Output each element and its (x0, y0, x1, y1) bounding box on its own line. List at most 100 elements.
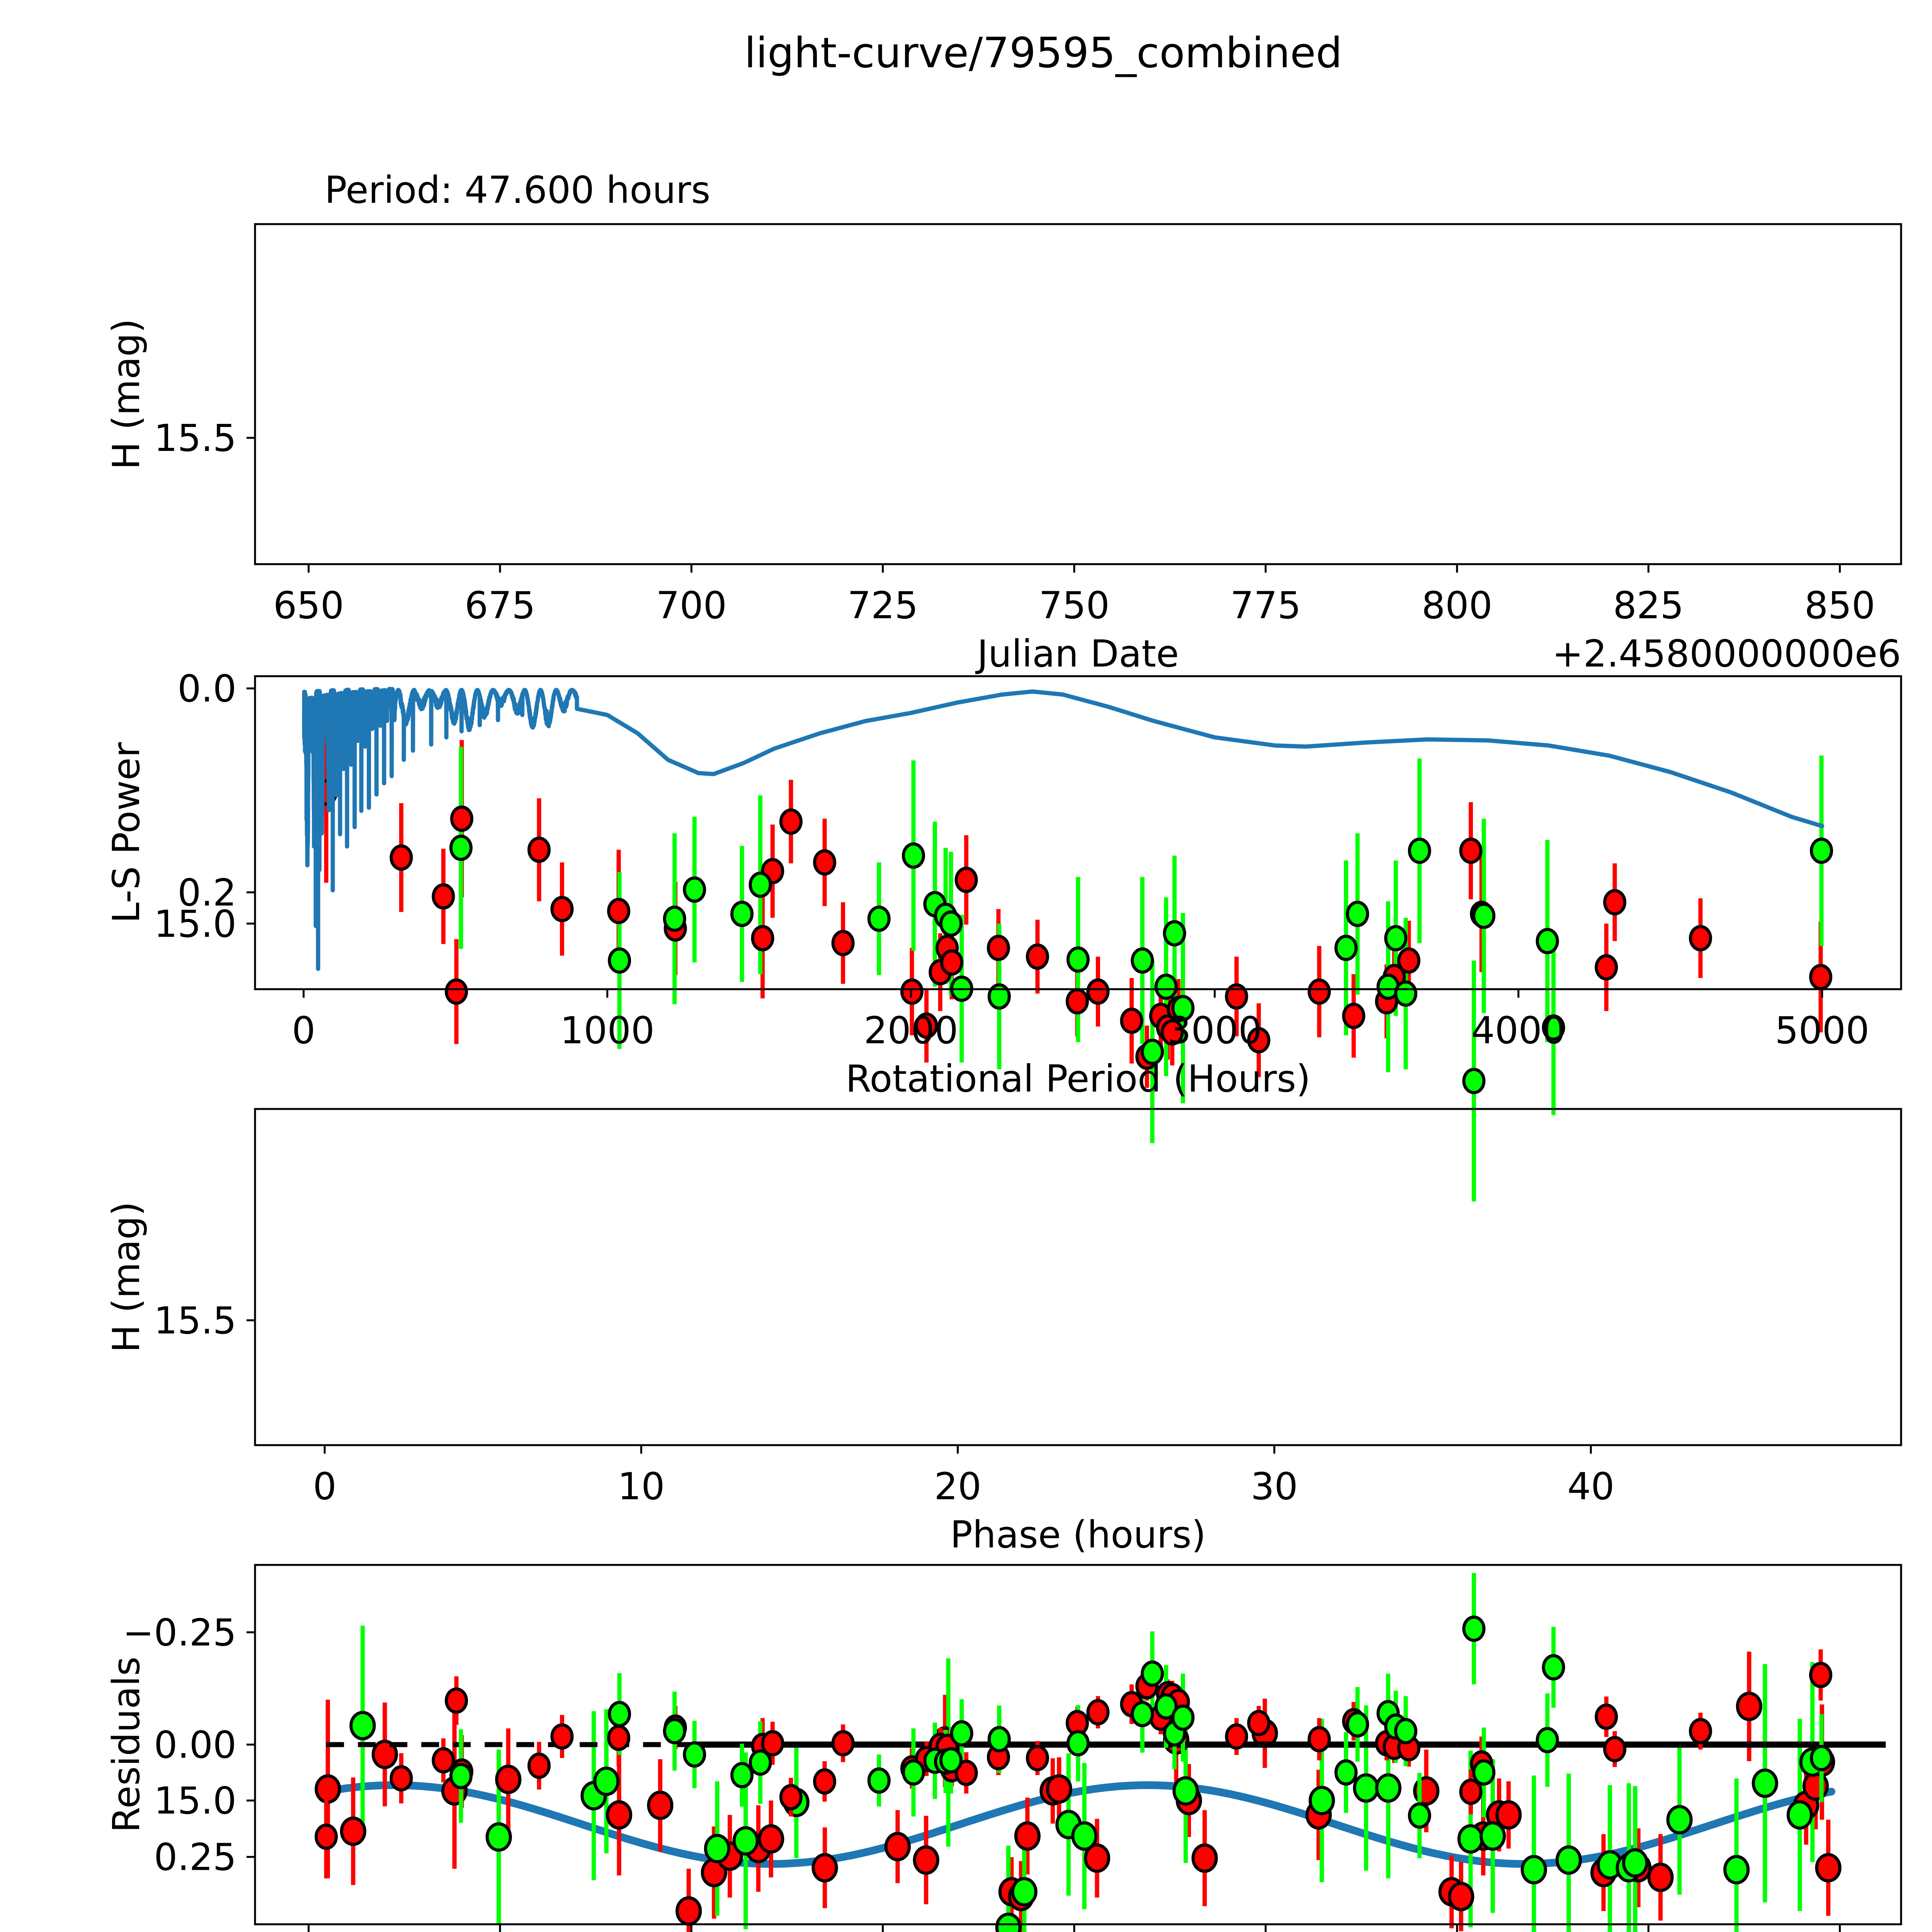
data-point (1536, 1727, 1559, 1753)
y-tick-label: 0.25 (154, 1836, 236, 1879)
data-point (450, 805, 473, 832)
data-point (449, 835, 473, 861)
data-point (902, 1759, 925, 1786)
data-point (1752, 1768, 1778, 1798)
data-point (940, 949, 964, 976)
lightcurve-svg: 650 675 700 725 750 775 800 825 850 15.5 15.0 Julia… (105, 168, 1902, 1202)
periodogram-svg: 0 1000 2000 3000 4000 5000 0.0 0.2 Rotational Pe… (105, 667, 1902, 1100)
data-point (1026, 943, 1049, 970)
data-point (389, 844, 413, 871)
data-point (1459, 1779, 1483, 1805)
data-point (761, 1730, 784, 1757)
data-point (1542, 1014, 1565, 1041)
data-point (495, 1765, 522, 1794)
data-point (1334, 935, 1358, 961)
data-point (1472, 1759, 1496, 1786)
data-point (831, 930, 855, 956)
data-point (1247, 1027, 1270, 1053)
data-point (1141, 1660, 1164, 1687)
x-tick-label: 1000 (560, 1009, 655, 1052)
data-point (995, 1912, 1022, 1932)
y-tick-label: 15.0 (154, 1779, 236, 1823)
x-tick-label: 2000 (864, 1009, 958, 1052)
y-axis-label: Residuals (105, 1656, 148, 1832)
y-axis-label: H (mag) (105, 319, 148, 470)
x-axis-label: Rotational Period (Hours) (845, 1057, 1311, 1100)
data-point (1408, 1802, 1431, 1829)
data-point (1622, 1848, 1648, 1878)
data-point (1723, 1855, 1750, 1884)
panel-periodogram: 0 1000 2000 3000 4000 5000 0.0 0.2 Rotational Pe… (0, 665, 1932, 1113)
data-point (608, 1701, 631, 1727)
period-annotation: Period: 47.600 hours (325, 168, 711, 212)
data-point (831, 1730, 855, 1757)
data-point (1225, 1723, 1248, 1750)
data-point (1384, 925, 1408, 951)
data-point (950, 1720, 973, 1747)
data-point (1394, 980, 1418, 1007)
data-point (1247, 1710, 1270, 1736)
data-point (1308, 1726, 1331, 1753)
data-point (730, 901, 754, 927)
data-point (527, 1752, 551, 1779)
data-point (647, 1791, 673, 1820)
phase-svg: 0 10 20 30 40 15.5 15.0 Phase (hours) H (mag) (105, 1108, 1902, 1932)
data-point (1595, 954, 1618, 981)
data-point (1448, 1882, 1475, 1912)
data-point (593, 1767, 620, 1796)
data-point (1071, 1821, 1098, 1851)
data-point (1480, 1821, 1506, 1851)
data-point (884, 1832, 911, 1862)
data-point (606, 1800, 633, 1830)
marker-group-green (449, 835, 1833, 1094)
data-point (902, 842, 925, 869)
data-point (1171, 1704, 1195, 1731)
data-point (987, 983, 1011, 1010)
x-tick-label: 650 (273, 584, 344, 627)
data-point (751, 925, 774, 951)
x-tick-label: 850 (1804, 584, 1875, 627)
data-point (1141, 1039, 1164, 1065)
data-point (389, 1765, 413, 1792)
data-point (1459, 837, 1483, 864)
data-point (913, 1845, 939, 1875)
data-point (1172, 1776, 1199, 1806)
x-tick-label: 4000 (1471, 1009, 1566, 1052)
data-point (1495, 1800, 1522, 1830)
data-point (1086, 978, 1110, 1005)
data-point (1308, 978, 1331, 1005)
data-point (683, 1741, 706, 1768)
data-point (1472, 903, 1496, 929)
data-point (748, 1749, 772, 1776)
data-point (1191, 1843, 1218, 1873)
data-point (550, 896, 574, 922)
data-point (730, 1762, 754, 1789)
data-point (1809, 1662, 1832, 1688)
data-point (732, 1826, 759, 1856)
data-point (748, 871, 772, 898)
x-tick-label: 725 (847, 584, 918, 627)
data-point (915, 1012, 938, 1039)
data-point (1375, 1773, 1401, 1803)
x-axis-label: Phase (hours) (950, 1513, 1206, 1556)
data-point (663, 905, 686, 932)
x-tick-label: 20 (934, 1465, 981, 1508)
data-point (1462, 1068, 1486, 1094)
data-point (1520, 1855, 1547, 1884)
data-point (1066, 946, 1090, 973)
data-point (1595, 1703, 1618, 1730)
data-point (1647, 1862, 1674, 1892)
data-point (1163, 920, 1186, 947)
data-point (867, 1767, 891, 1794)
data-point (986, 935, 1010, 961)
data-point (608, 947, 631, 974)
data-point (1603, 889, 1626, 915)
data-point (1666, 1805, 1693, 1835)
x-tick-label: 825 (1613, 584, 1684, 627)
data-point (349, 1711, 376, 1740)
data-point (704, 1834, 731, 1863)
y-tick-label: 15.5 (154, 417, 236, 460)
data-point (1154, 973, 1178, 1000)
panel-lightcurve: 650 675 700 725 750 775 800 825 850 15.5 15.0 Julia… (0, 155, 1932, 1202)
page-title: light-curve/79595_combined (744, 29, 1342, 77)
